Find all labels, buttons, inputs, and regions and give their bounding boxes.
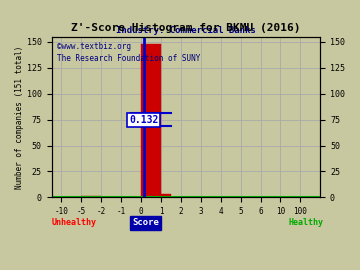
- Title: Z'-Score Histogram for BKMU (2016): Z'-Score Histogram for BKMU (2016): [71, 23, 301, 33]
- Text: Score: Score: [132, 218, 159, 227]
- Bar: [141, 44, 161, 197]
- Bar: [161, 194, 171, 197]
- Text: Unhealthy: Unhealthy: [51, 218, 96, 227]
- Text: Healthy: Healthy: [288, 218, 323, 227]
- Text: Industry: Commercial Banks: Industry: Commercial Banks: [116, 26, 256, 35]
- Text: ©www.textbiz.org: ©www.textbiz.org: [57, 42, 131, 50]
- Bar: [81, 196, 101, 197]
- Y-axis label: Number of companies (151 total): Number of companies (151 total): [15, 45, 24, 189]
- Text: The Research Foundation of SUNY: The Research Foundation of SUNY: [57, 54, 200, 63]
- Text: 0.132: 0.132: [129, 115, 158, 125]
